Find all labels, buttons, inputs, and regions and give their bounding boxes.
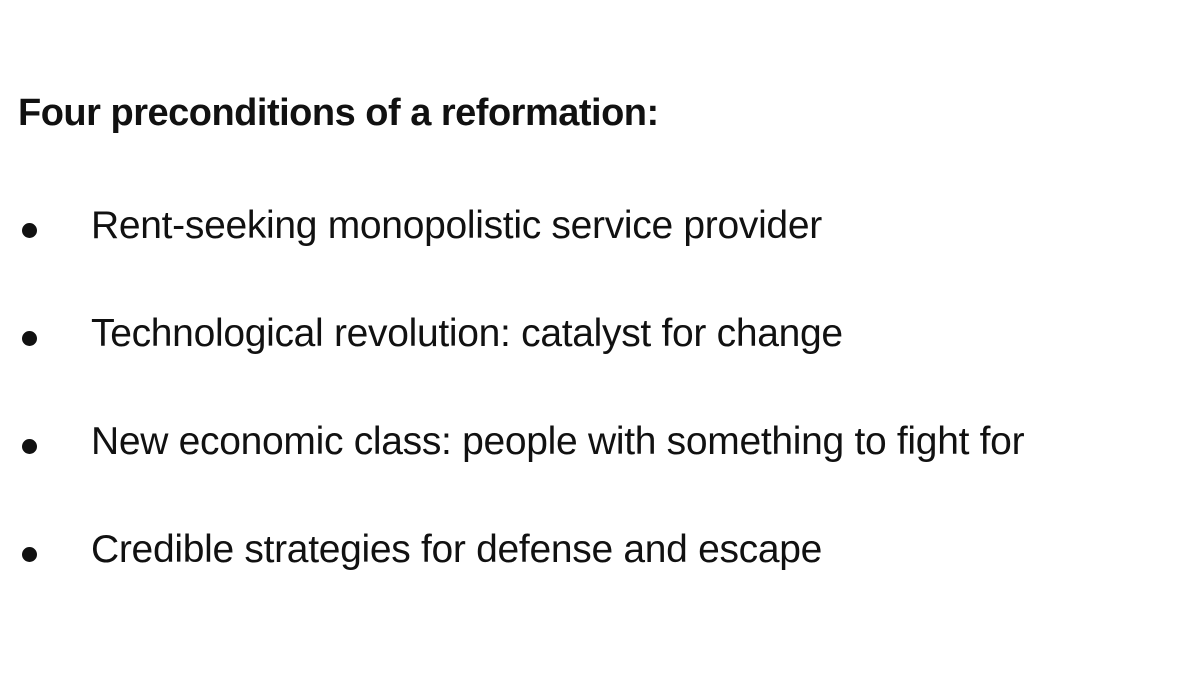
bullet-dot-icon bbox=[22, 547, 37, 562]
bullet-dot-icon bbox=[22, 439, 37, 454]
bullet-text: Rent-seeking monopolistic service provid… bbox=[91, 204, 822, 247]
bullet-dot-icon bbox=[22, 223, 37, 238]
bullet-text: Credible strategies for defense and esca… bbox=[91, 528, 823, 571]
bullet-item: New economic class: people with somethin… bbox=[0, 419, 1200, 469]
bullet-item: Rent-seeking monopolistic service provid… bbox=[0, 203, 1200, 253]
slide-heading: Four preconditions of a reformation: bbox=[18, 92, 659, 134]
bullet-text: New economic class: people with somethin… bbox=[91, 420, 1025, 463]
bullet-text: Technological revolution: catalyst for c… bbox=[91, 312, 843, 355]
bullet-item: Technological revolution: catalyst for c… bbox=[0, 311, 1200, 361]
bullet-dot-icon bbox=[22, 331, 37, 346]
bullet-item: Credible strategies for defense and esca… bbox=[0, 527, 1200, 577]
